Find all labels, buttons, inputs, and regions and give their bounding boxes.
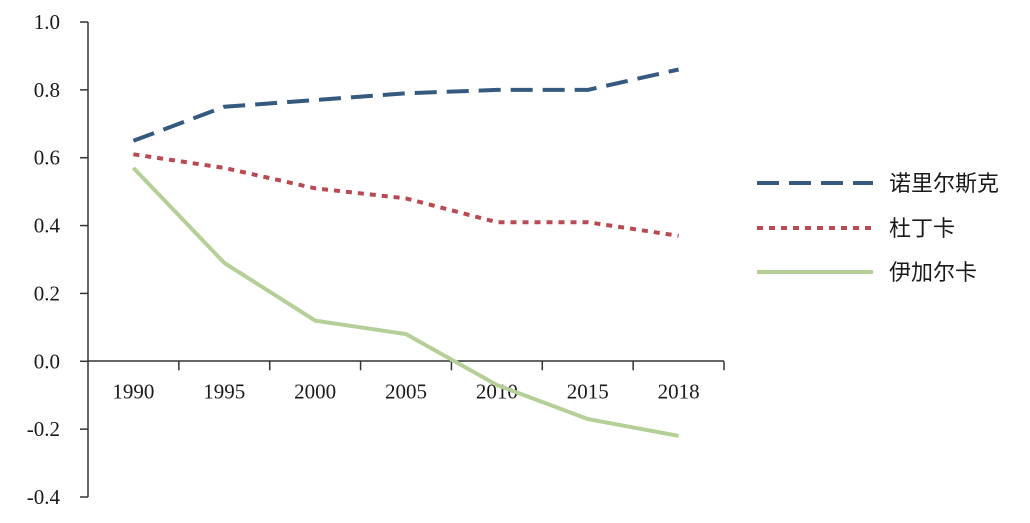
x-tick-label: 2018	[658, 379, 700, 403]
x-axis-ticks: 1990 1995 2000 2005 2010 2015 2018	[112, 361, 725, 403]
series-line-2	[133, 152, 679, 238]
legend-label: 杜丁卡	[889, 217, 955, 242]
y-tick-label: 1.0	[34, 10, 60, 34]
y-tick-label: -0.4	[27, 485, 61, 509]
x-tick-label: 2015	[567, 379, 609, 403]
y-tick-label: -0.2	[27, 417, 60, 441]
y-tick-label: 0.6	[34, 146, 60, 170]
y-tick-label: 0.0	[34, 349, 60, 373]
series-line-3	[131, 166, 679, 438]
y-tick-label: 0.8	[34, 78, 60, 102]
y-tick-label: 0.4	[34, 214, 61, 238]
series-lines	[131, 67, 680, 438]
y-axis-ticks: 1.0 0.8 0.6 0.4 0.2 0.0 -0.2 -0.4	[27, 10, 88, 509]
legend-label: 伊加尔卡	[889, 261, 977, 286]
legend-label: 诺里尔斯克	[889, 172, 999, 197]
y-tick-label: 0.2	[34, 281, 60, 305]
x-tick-label: 1995	[203, 379, 245, 403]
series-line-1	[132, 67, 680, 143]
x-tick-label: 2000	[294, 379, 336, 403]
x-tick-label: 2005	[385, 379, 427, 403]
x-tick-label: 1990	[112, 379, 154, 403]
